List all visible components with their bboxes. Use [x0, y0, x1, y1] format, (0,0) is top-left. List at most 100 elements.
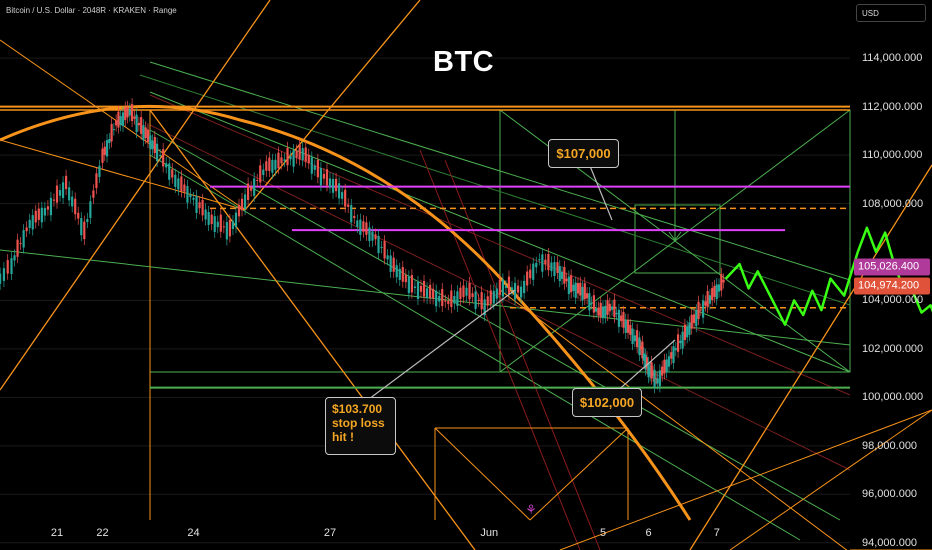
candle-body	[456, 291, 459, 306]
fan-line	[0, 249, 851, 346]
candle-body	[462, 285, 465, 298]
candle-body	[570, 275, 573, 293]
candle-body	[507, 276, 511, 295]
candle-body	[717, 284, 721, 292]
time-tick-label: 22	[96, 527, 109, 539]
currency-button[interactable]: USD	[856, 4, 926, 22]
candle-body	[690, 314, 693, 329]
candle-body	[374, 234, 377, 240]
candle-body	[425, 288, 429, 299]
candle-body	[529, 269, 532, 279]
candle-body	[576, 283, 580, 294]
price-tick-label: 112,000.000	[862, 100, 923, 113]
candle-body	[271, 159, 274, 173]
candle-body	[641, 341, 644, 359]
candle-body	[189, 194, 192, 198]
time-tick-label: 21	[50, 527, 64, 539]
candle-body	[55, 185, 59, 203]
candle-body	[328, 178, 332, 188]
fan-line	[149, 61, 851, 281]
candle-body	[704, 301, 707, 306]
candle-body	[516, 285, 520, 293]
candle-body	[135, 114, 138, 133]
candle-body	[708, 295, 712, 304]
candle-body	[338, 183, 341, 199]
candle-body	[268, 157, 271, 171]
candle-body	[688, 322, 691, 335]
candle-body	[647, 362, 650, 378]
candle-body	[702, 300, 705, 318]
candle-body	[95, 173, 98, 189]
candle-body	[228, 219, 231, 237]
candle-body	[520, 286, 523, 298]
time-tick-label: 5	[599, 527, 607, 539]
candle-body	[670, 352, 673, 359]
symbol-info: Bitcoin / U.S. Dollar · 2048R · KRAKEN ·…	[6, 6, 177, 15]
candle-body	[468, 282, 471, 300]
candle-body	[43, 207, 46, 216]
candle-body	[651, 371, 655, 376]
candle-body	[413, 286, 417, 289]
candle-body	[699, 309, 702, 311]
candle-body	[298, 144, 301, 160]
orange-diagonal	[434, 427, 531, 521]
candle-body	[256, 179, 259, 181]
orange-diagonal	[559, 409, 932, 550]
price-tick-label: 108,000.000	[862, 197, 924, 210]
candle-body	[65, 175, 68, 190]
candle-body	[638, 337, 641, 355]
price-tick-label: 102,000.000	[862, 342, 924, 355]
candle-body	[359, 219, 362, 235]
candle-body	[558, 266, 561, 282]
candle-body	[130, 104, 134, 122]
candle-body	[617, 309, 621, 327]
candle-body	[110, 124, 113, 142]
candle-body	[486, 296, 489, 306]
candle-body	[331, 178, 335, 193]
candle-body	[322, 173, 326, 179]
candle-body	[572, 284, 575, 292]
candle-body	[52, 199, 56, 201]
candle-body	[422, 281, 426, 297]
candle-body	[112, 129, 115, 131]
candle-body	[504, 286, 508, 288]
candle-body	[92, 190, 95, 198]
candle-body	[722, 279, 725, 283]
candle-body	[240, 198, 244, 211]
candle-body	[262, 169, 265, 175]
candle-body	[715, 284, 718, 300]
candle-body	[213, 216, 216, 232]
candle-body	[0, 273, 2, 284]
fan-line	[149, 91, 851, 373]
candle-body	[620, 315, 623, 322]
candle-body	[392, 257, 395, 272]
candle-body	[574, 282, 577, 298]
candle-body	[180, 176, 183, 192]
price-series	[0, 98, 725, 394]
candle-body	[642, 353, 646, 361]
candle-body	[583, 283, 586, 300]
price-tick-label: 94,000.000	[862, 536, 918, 549]
candle-body	[429, 284, 432, 299]
candle-body	[658, 370, 661, 387]
candle-body	[105, 140, 109, 157]
candle-body	[474, 291, 477, 309]
candle-body	[483, 299, 486, 316]
candle-body	[398, 268, 401, 280]
red-trend-line	[149, 94, 851, 396]
candle-body	[250, 187, 253, 191]
candle-body	[153, 136, 156, 154]
candle-body	[416, 281, 420, 299]
candle-body	[556, 262, 559, 273]
candle-body	[661, 366, 664, 376]
candle-body	[560, 272, 564, 279]
candle-body	[286, 147, 289, 166]
candle-body	[389, 255, 392, 272]
candle-body	[319, 167, 322, 186]
candle-body	[225, 222, 228, 240]
price-tick-label: 98,000.000	[862, 439, 918, 452]
candle-body	[435, 290, 438, 307]
candle-body	[341, 192, 344, 199]
price-tick-label: 100,000.000	[862, 391, 924, 404]
